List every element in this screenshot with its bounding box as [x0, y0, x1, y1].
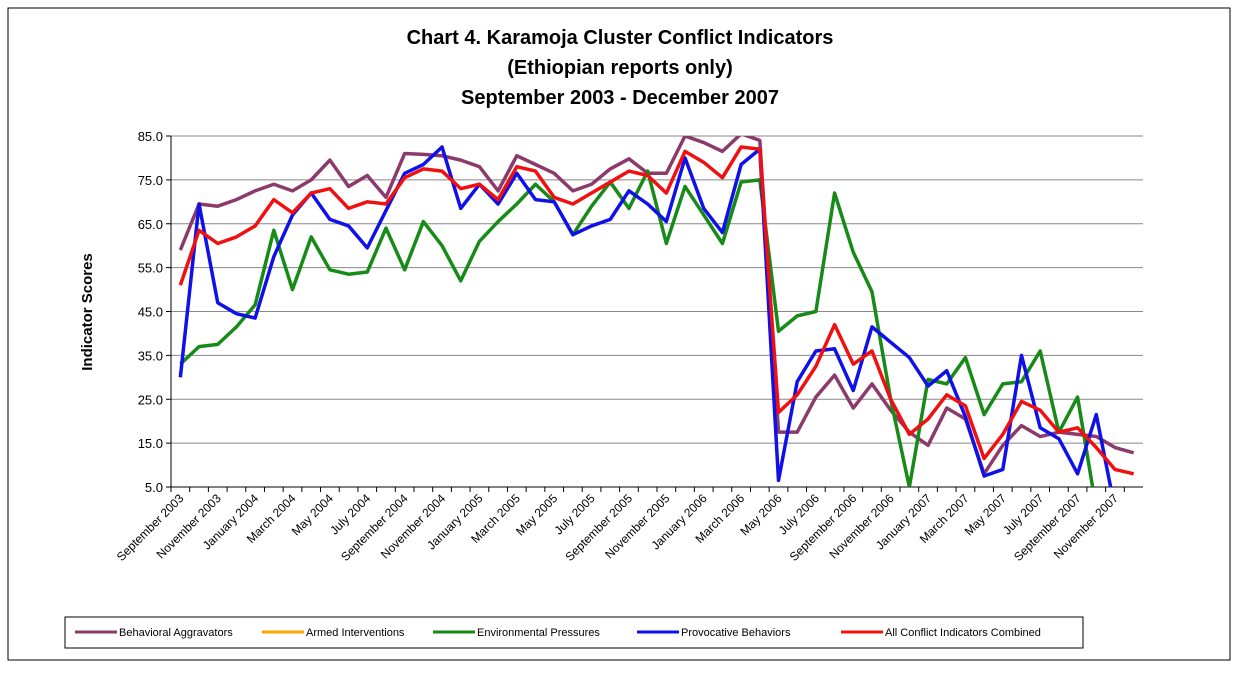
- y-tick-label: 75.0: [138, 173, 163, 188]
- series-line: [179, 169, 1095, 487]
- y-tick-label: 5.0: [145, 480, 163, 495]
- y-axis-label: Indicator Scores: [79, 253, 96, 371]
- series-line: [178, 145, 1113, 487]
- legend-box: [64, 616, 1084, 649]
- y-tick-label: 65.0: [138, 217, 163, 232]
- y-tick-label: 85.0: [138, 129, 163, 144]
- y-tick-label: 35.0: [138, 348, 163, 363]
- legend-label: Environmental Pressures: [477, 627, 600, 639]
- y-tick-label: 55.0: [138, 261, 163, 276]
- y-tick-label: 25.0: [138, 392, 163, 407]
- plot-lines: [178, 136, 1135, 487]
- chart-title: (Ethiopian reports only): [507, 57, 733, 79]
- legend-label: All Conflict Indicators Combined: [885, 627, 1041, 639]
- legend-label: Behavioral Aggravators: [119, 627, 233, 639]
- chart-title: September 2003 - December 2007: [461, 87, 779, 109]
- y-tick-label: 15.0: [138, 436, 163, 451]
- legend-label: Armed Interventions: [306, 627, 405, 639]
- chart-title: Chart 4. Karamoja Cluster Conflict Indic…: [407, 27, 834, 49]
- y-tick-label: 45.0: [138, 305, 163, 320]
- legend-label: Provocative Behaviors: [681, 627, 791, 639]
- series-line: [178, 145, 1135, 476]
- chart-frame: [7, 7, 1231, 661]
